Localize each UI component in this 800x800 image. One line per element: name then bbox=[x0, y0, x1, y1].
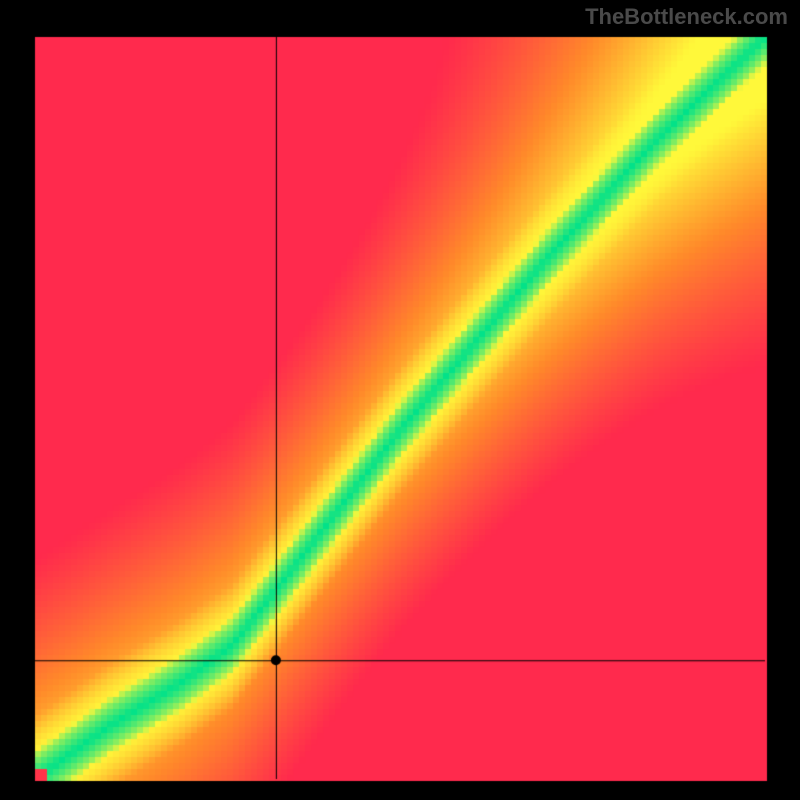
attribution-label: TheBottleneck.com bbox=[585, 4, 788, 30]
chart-container: TheBottleneck.com bbox=[0, 0, 800, 800]
bottleneck-heatmap bbox=[0, 0, 800, 800]
